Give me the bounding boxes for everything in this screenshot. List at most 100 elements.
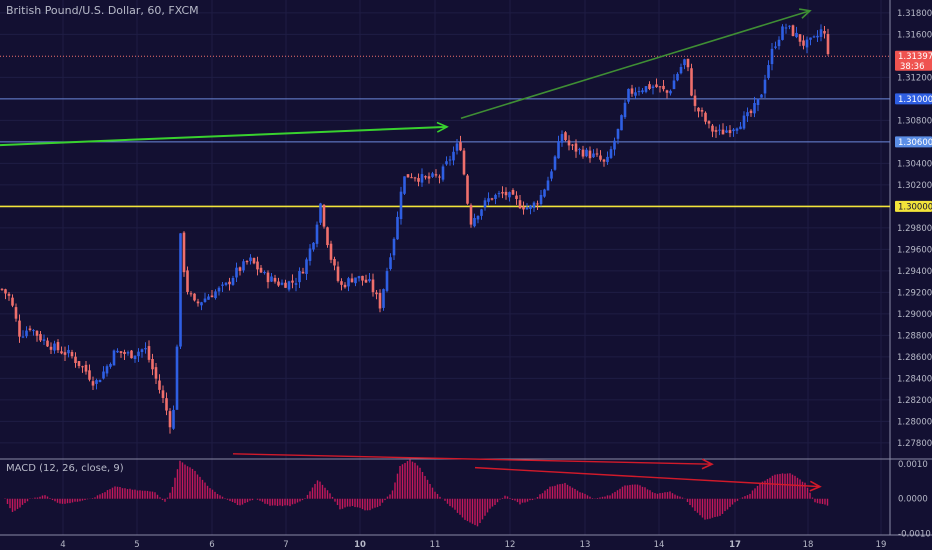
- candle-body: [42, 339, 46, 341]
- candle-body: [189, 293, 193, 295]
- candle-body: [308, 248, 312, 261]
- time-tick-label: 17: [729, 540, 741, 550]
- candle-body: [21, 336, 25, 338]
- candle-body: [609, 149, 613, 158]
- candle-body: [357, 276, 361, 279]
- candle-body: [606, 156, 609, 163]
- time-tick-label: 14: [654, 540, 665, 550]
- candle-body: [214, 291, 217, 299]
- candle-body: [364, 279, 368, 283]
- candle-body: [686, 58, 690, 68]
- candle-body: [588, 150, 592, 159]
- trend-arrow-line[interactable]: [460, 9, 811, 120]
- candle-body: [714, 130, 718, 132]
- candle-body: [350, 278, 354, 283]
- candle-body: [511, 190, 515, 195]
- price-tag[interactable]: [895, 93, 932, 105]
- candle-body: [532, 202, 536, 208]
- candle-body: [46, 340, 49, 347]
- candle-body: [711, 125, 714, 132]
- price-tick-label: 1.30200: [897, 181, 932, 191]
- price-tag[interactable]: [895, 136, 932, 148]
- candle-body: [452, 151, 455, 161]
- candle-body: [546, 180, 550, 191]
- price-tag-label: 1.30000: [898, 202, 932, 212]
- candle-body: [585, 149, 588, 157]
- candle-body: [231, 277, 235, 285]
- candle-body: [571, 144, 574, 146]
- candle-body: [490, 198, 494, 200]
- candle-body: [578, 148, 581, 150]
- candle-body: [431, 173, 434, 177]
- price-tick-label: 1.31800: [897, 9, 932, 19]
- candle-body: [147, 346, 151, 360]
- candle-body: [207, 296, 210, 300]
- candle-body: [32, 330, 35, 332]
- candle-body: [487, 198, 490, 202]
- candle-body: [700, 110, 704, 112]
- price-tick-label: 1.29200: [897, 288, 932, 298]
- candle-body: [560, 134, 564, 143]
- price-tick-label: 1.31200: [897, 73, 932, 83]
- candle-body: [186, 270, 189, 292]
- candle-body: [322, 204, 326, 227]
- candle-body: [602, 159, 606, 162]
- candle-body: [798, 34, 802, 42]
- candle-body: [140, 349, 144, 352]
- price-tick-label: 1.29400: [897, 267, 932, 277]
- candle-body: [347, 278, 350, 287]
- candle-body: [595, 153, 599, 155]
- macd-trend-arrow-head: [809, 480, 822, 492]
- candle-body: [154, 367, 158, 379]
- candle-body: [448, 159, 452, 161]
- trend-arrow-head: [799, 8, 812, 19]
- candle-body: [539, 194, 543, 205]
- trend-arrow-line[interactable]: [0, 125, 448, 147]
- macd-trend-arrow-line[interactable]: [474, 466, 821, 488]
- candle-body: [644, 86, 648, 92]
- candle-body: [469, 205, 473, 225]
- price-tick-label: 1.28600: [897, 353, 932, 363]
- candle-body: [203, 298, 207, 303]
- time-tick-label: 12: [505, 540, 516, 550]
- price-tick-label: 1.29600: [897, 245, 932, 255]
- candle-body: [462, 150, 466, 175]
- candle-body: [259, 267, 263, 273]
- price-tag-label: 1.31397: [898, 52, 932, 62]
- price-tag[interactable]: [895, 200, 932, 212]
- candle-body: [193, 293, 196, 301]
- candle-body: [119, 351, 123, 354]
- candle-body: [718, 129, 721, 131]
- candle-body: [343, 284, 347, 288]
- price-tag-label: 1.31000: [898, 95, 932, 105]
- candle-body: [158, 380, 161, 390]
- candle-body: [672, 80, 676, 90]
- candle-body: [354, 277, 357, 284]
- time-tick-label: 10: [354, 540, 366, 550]
- candle-body: [459, 142, 462, 151]
- candle-body: [371, 279, 375, 293]
- candle-body: [662, 85, 665, 90]
- candle-body: [476, 215, 480, 220]
- candle-body: [651, 86, 655, 89]
- price-tag[interactable]: [895, 50, 932, 71]
- candle-body: [770, 48, 774, 65]
- time-tick-label: 4: [60, 540, 65, 550]
- candle-body: [144, 348, 147, 350]
- candle-body: [501, 192, 504, 194]
- candle-body: [518, 200, 522, 209]
- candle-body: [175, 346, 179, 410]
- time-tick-label: 18: [803, 540, 814, 550]
- candle-body: [728, 130, 732, 134]
- candle-body: [385, 271, 389, 291]
- candle-body: [378, 292, 382, 309]
- candle-body: [413, 177, 417, 179]
- candle-body: [473, 218, 476, 227]
- candle-body: [182, 232, 186, 273]
- candle-body: [133, 355, 137, 360]
- candle-body: [515, 195, 518, 199]
- candle-body: [28, 328, 32, 330]
- macd-trend-arrow-line[interactable]: [232, 453, 713, 465]
